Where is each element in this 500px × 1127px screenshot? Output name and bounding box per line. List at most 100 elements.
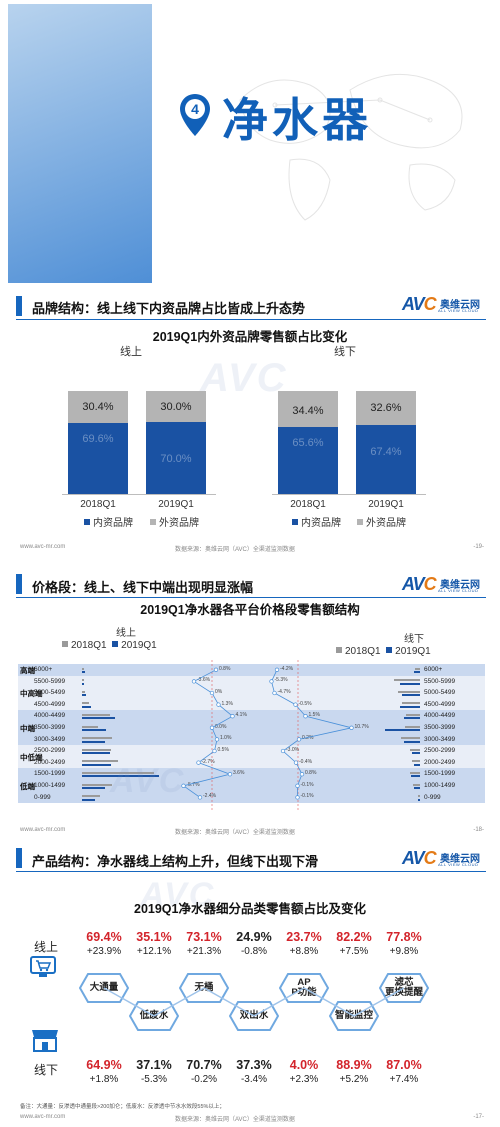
- price-row-label-online: 3000-3499: [34, 735, 66, 743]
- price-bar-offline-2019q1: [412, 752, 420, 755]
- hex-connector: [303, 987, 355, 1017]
- offline-change-value: +7.4%: [389, 1074, 419, 1085]
- data-label-domestic: 65.6%: [292, 437, 324, 449]
- offline-change-label: -5.3%: [274, 677, 288, 684]
- price-row-label-online: 5000-5499: [34, 689, 66, 697]
- online-change-label: 1.3%: [221, 700, 233, 707]
- online-change-value: +8.8%: [289, 946, 319, 957]
- offline-share-value: 4.0%: [289, 1058, 319, 1072]
- avc-logo: AVC 奥维云网 ALL VIEW CLOUD: [402, 574, 480, 594]
- footer-url: www.avc-mr.com: [20, 827, 66, 833]
- price-group-band: [18, 745, 485, 769]
- price-group-label: 低端: [20, 781, 35, 791]
- x-axis-online: [62, 494, 216, 495]
- price-row-label-offline: 3500-3999: [424, 724, 456, 731]
- bar-online-2018q1: 30.4% 69.6%: [68, 391, 128, 494]
- price-bar-online-2018q1: [82, 702, 89, 705]
- online-share-value: 35.1%: [136, 930, 172, 944]
- price-bar-offline-2019q1: [400, 682, 420, 685]
- price-row-label-online: 2000-2499: [34, 758, 66, 766]
- category-label: AP P功能: [291, 976, 317, 998]
- price-row-label-online: 0-999: [34, 793, 51, 801]
- offline-share-value: 70.7%: [186, 1058, 222, 1072]
- footer-url: www.avc-mr.com: [20, 544, 66, 550]
- offline-change-label: 1.5%: [308, 712, 320, 719]
- price-bar-offline-2018q1: [406, 713, 420, 716]
- price-bar-offline-2019q1: [385, 729, 420, 731]
- bar-segment-domestic: [356, 425, 416, 494]
- price-bar-offline-2018q1: [410, 748, 420, 751]
- offline-share-value: 37.3%: [236, 1058, 272, 1072]
- watermark: AVC: [200, 356, 288, 400]
- chart-title: 2019Q1净水器细分品类零售额占比及变化: [134, 902, 366, 916]
- offline-change-value: +1.8%: [89, 1074, 119, 1085]
- data-label-foreign: 34.4%: [292, 405, 324, 417]
- price-row-label-offline: 2000-2499: [424, 758, 456, 766]
- offline-share-value: 37.1%: [136, 1058, 172, 1072]
- data-label-domestic: 67.4%: [370, 446, 402, 458]
- footnote: 备注：大通量：反渗透中通量段>200加仑；低废水：反渗透中节水水效段55%以上；: [20, 1104, 225, 1110]
- price-bar-offline-2019q1: [400, 705, 420, 708]
- banner-blue-panel: [8, 4, 152, 283]
- price-bar-online-2019q1: [82, 671, 85, 673]
- online-change-label: 1.0%: [220, 735, 232, 742]
- price-bar-online-2019q1: [82, 729, 106, 731]
- online-share-value: 24.9%: [236, 930, 272, 944]
- bar-offline-2018q1: 34.4% 65.6%: [278, 391, 338, 494]
- footer-source: 数据来源：奥维云网（AVC）全渠道监测数据: [175, 1117, 295, 1123]
- price-group-band: [18, 675, 485, 711]
- offline-change-label: -0.1%: [300, 781, 314, 788]
- watermark: AVC: [140, 876, 216, 914]
- price-bar-online-2019q1: [82, 682, 85, 685]
- price-bar-online-2018q1: [82, 713, 110, 716]
- heading-accent: [16, 574, 22, 594]
- panel-label-offline: 线下: [404, 634, 424, 645]
- bar-offline-2019q1: 32.6% 67.4%: [356, 391, 416, 494]
- price-row-label-offline: 0-999: [424, 793, 441, 801]
- price-bar-offline-2019q1: [404, 740, 420, 743]
- offline-change-value: +5.2%: [339, 1074, 369, 1085]
- price-bar-online-2019q1: [82, 740, 105, 743]
- price-row-label-offline: 4000-4499: [424, 712, 456, 720]
- price-group-label: 中高端: [20, 689, 43, 698]
- price-bar-offline-2018q1: [405, 725, 420, 728]
- data-label-foreign: 30.0%: [160, 401, 192, 413]
- row-label-online: 线上: [34, 940, 59, 954]
- price-bar-offline-2018q1: [401, 737, 420, 740]
- category-label: 无桶: [194, 981, 214, 993]
- footer-source: 数据来源：奥维云网（AVC）全渠道监测数据: [175, 547, 295, 553]
- avc-logo: AVC 奥维云网 ALL VIEW CLOUD: [402, 294, 484, 318]
- logo-brand-a: AV: [402, 294, 425, 314]
- price-row-label-online: 2500-2999: [34, 747, 66, 755]
- hex-connector: [103, 987, 155, 1017]
- online-change-label: 0.0%: [215, 723, 227, 730]
- hex-connector: [153, 987, 205, 1017]
- footer-source: 数据来源：奥维云网（AVC）全渠道监测数据: [175, 830, 295, 836]
- price-row-label-online: 1000-1499: [34, 782, 66, 789]
- store-icon: [32, 1030, 58, 1052]
- legend-online: 2018Q1 2019Q1: [62, 640, 157, 651]
- price-bar-offline-2019q1: [404, 717, 420, 720]
- heading-accent: [16, 848, 22, 868]
- online-change-value: +21.3%: [186, 946, 222, 957]
- chart-title: 2019Q1净水器各平台价格段零售额结构: [140, 603, 360, 617]
- slide-price-segment: 价格段：线上、线下中端出现明显涨幅 AVC 奥维云网 ALL VIEW CLOU…: [0, 572, 500, 842]
- price-bar-online-2019q1: [82, 717, 115, 720]
- slide-heading: 产品结构：净水器线上结构上升，但线下出现下滑: [32, 854, 319, 869]
- online-change-value: +7.5%: [339, 946, 369, 957]
- tick-label: 2018Q1: [80, 499, 116, 510]
- price-bar-online-2019q1: [82, 705, 91, 708]
- price-bar-offline-2019q1: [411, 775, 420, 778]
- price-row-label-offline: 1000-1499: [424, 782, 456, 789]
- page-number: -18-: [473, 827, 484, 833]
- online-change-value: +12.1%: [136, 946, 172, 957]
- offline-change-label: -0.4%: [299, 758, 313, 765]
- hex-connector: [253, 987, 305, 1017]
- price-group-label: 中低端: [20, 752, 43, 762]
- offline-share-value: 64.9%: [86, 1058, 122, 1072]
- online-change-label: 0.8%: [219, 665, 231, 672]
- logo-en: ALL VIEW CLOUD: [438, 308, 479, 313]
- bar-segment-foreign: [68, 391, 128, 423]
- price-bar-online-2019q1: [82, 752, 110, 755]
- price-bar-online-2019q1: [82, 798, 95, 801]
